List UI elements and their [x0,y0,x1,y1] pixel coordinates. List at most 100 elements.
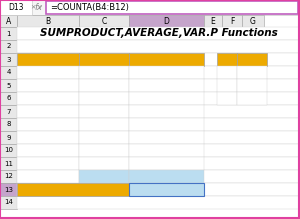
FancyBboxPatch shape [17,66,79,79]
FancyBboxPatch shape [129,118,204,131]
FancyBboxPatch shape [0,131,17,144]
FancyBboxPatch shape [17,118,79,131]
FancyBboxPatch shape [17,157,79,170]
Text: 14: 14 [4,200,13,205]
Text: June: June [40,133,56,142]
Text: $: $ [134,68,139,77]
FancyBboxPatch shape [17,144,299,157]
Text: $: $ [134,120,139,129]
Text: 2: 2 [6,44,11,49]
FancyBboxPatch shape [0,170,17,183]
Text: $: $ [134,81,139,90]
Text: G: G [250,16,256,25]
FancyBboxPatch shape [17,79,299,92]
FancyBboxPatch shape [17,27,299,40]
Text: 4,931.00: 4,931.00 [167,133,201,142]
Text: March: March [36,94,60,103]
FancyBboxPatch shape [79,92,129,105]
FancyBboxPatch shape [17,144,79,157]
Text: $: $ [134,107,139,116]
Text: 13: 13 [4,187,13,193]
Text: 2021: 2021 [94,172,114,181]
FancyBboxPatch shape [0,27,17,40]
Text: Total Months: Total Months [42,185,104,194]
FancyBboxPatch shape [17,92,299,105]
Text: August: August [34,159,62,168]
Text: 2021: 2021 [94,159,114,168]
Text: $: $ [134,159,139,168]
FancyBboxPatch shape [17,183,299,196]
FancyBboxPatch shape [79,53,129,66]
FancyBboxPatch shape [17,157,299,170]
Text: May: May [40,120,56,129]
Text: 2: 2 [229,81,234,90]
FancyBboxPatch shape [79,144,129,157]
Text: E: E [211,16,215,25]
FancyBboxPatch shape [79,170,129,183]
FancyBboxPatch shape [0,0,32,15]
Text: 10: 10 [4,148,13,154]
Text: Lag: Lag [219,55,236,64]
Text: 3: 3 [229,94,234,103]
Text: 2021: 2021 [94,107,114,116]
Text: exceldemy: exceldemy [122,175,188,184]
FancyBboxPatch shape [79,118,129,131]
Text: July: July [41,146,55,155]
FancyBboxPatch shape [0,144,17,157]
FancyBboxPatch shape [17,170,79,183]
Text: Month: Month [33,55,63,64]
FancyBboxPatch shape [0,66,17,79]
Text: 1: 1 [6,30,11,37]
Text: 9: 9 [6,134,11,141]
Text: D13: D13 [8,3,24,12]
FancyBboxPatch shape [17,92,79,105]
Text: 2021: 2021 [94,133,114,142]
FancyBboxPatch shape [0,15,17,27]
FancyBboxPatch shape [17,118,299,131]
Text: 6: 6 [6,95,11,101]
Text: B: B [45,16,51,25]
FancyBboxPatch shape [217,92,237,105]
FancyBboxPatch shape [0,53,17,66]
Text: 2021: 2021 [94,146,114,155]
FancyBboxPatch shape [79,157,129,170]
FancyBboxPatch shape [46,1,298,14]
FancyBboxPatch shape [17,131,299,144]
Text: $: $ [134,172,139,181]
FancyBboxPatch shape [17,131,79,144]
Text: 3,403.00: 3,403.00 [167,107,201,116]
FancyBboxPatch shape [0,0,300,15]
Text: 4,137.00: 4,137.00 [167,81,201,90]
Text: D: D [164,16,169,25]
FancyBboxPatch shape [17,183,129,196]
Text: January: January [34,68,62,77]
FancyBboxPatch shape [17,196,299,209]
FancyBboxPatch shape [129,66,204,79]
Text: $: $ [134,146,139,155]
Text: 3,203.00: 3,203.00 [167,94,201,103]
FancyBboxPatch shape [217,79,237,92]
Text: ✓: ✓ [38,5,43,10]
Text: 4,753.00: 4,753.00 [167,146,201,155]
Text: 3: 3 [6,57,11,62]
Text: 4,996.00: 4,996.00 [167,68,201,77]
FancyBboxPatch shape [0,92,17,105]
Text: 12: 12 [4,173,13,180]
FancyBboxPatch shape [237,66,267,79]
FancyBboxPatch shape [79,131,129,144]
FancyBboxPatch shape [217,66,237,79]
Text: April: April [39,107,57,116]
FancyBboxPatch shape [129,144,204,157]
FancyBboxPatch shape [17,105,299,118]
FancyBboxPatch shape [0,183,17,196]
Text: SUMPRODUCT,AVERAGE,VAR.P Functions: SUMPRODUCT,AVERAGE,VAR.P Functions [40,28,278,39]
FancyBboxPatch shape [222,15,242,27]
FancyBboxPatch shape [129,92,204,105]
Text: =COUNTA(B4:B12): =COUNTA(B4:B12) [50,3,129,12]
FancyBboxPatch shape [79,15,129,27]
FancyBboxPatch shape [242,15,264,27]
Text: 11: 11 [4,161,13,166]
FancyBboxPatch shape [17,40,299,53]
Text: February: February [31,81,65,90]
Text: 2021: 2021 [94,120,114,129]
